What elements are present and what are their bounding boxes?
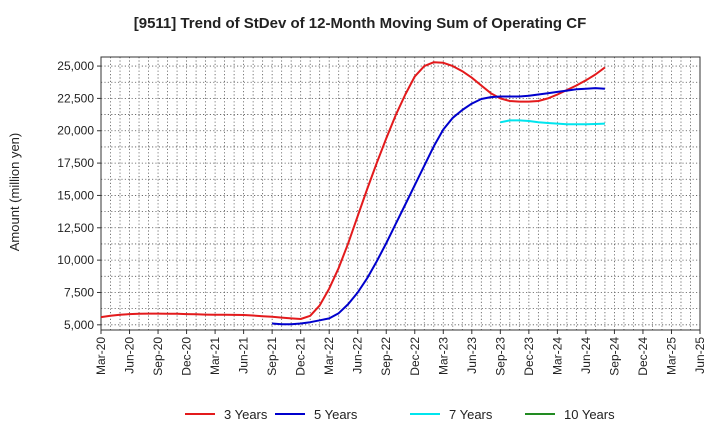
x-axis: Mar-20 Jun-20 Sep-20 Dec-20 Mar-21 Jun-21 Sep-… [94,330,707,376]
y-tick-label: 15,000 [57,188,94,202]
x-tick-label: Sep-23 [493,337,507,376]
y-tick-label: 20,000 [57,124,94,138]
legend-label: 5 Years [314,407,358,422]
legend-label: 7 Years [449,407,493,422]
x-tick-label: Sep-24 [607,337,621,376]
y-tick-label: 7,500 [64,285,94,299]
x-tick-label: Dec-24 [636,337,650,376]
x-tick-label: Sep-22 [379,337,393,376]
x-tick-label: Mar-20 [94,337,108,375]
x-tick-label: Mar-21 [208,337,222,375]
legend-label: 10 Years [564,407,615,422]
series-line-1 [100,61,606,320]
x-tick-label: Dec-23 [522,337,536,376]
y-tick-label: 17,500 [57,156,94,170]
y-axis: 5,000 7,500 10,000 12,500 15,000 17,500 20,000… [57,59,101,332]
x-tick-label: Jun-20 [123,337,137,374]
grid [101,57,700,330]
legend: 3 Years 5 Years 7 Years 10 Years [185,407,615,422]
x-tick-label: Jun-22 [351,337,365,374]
x-tick-label: Mar-25 [664,337,678,375]
y-tick-label: 5,000 [64,318,94,332]
y-tick-label: 22,500 [57,91,94,105]
x-tick-label: Jun-23 [465,337,479,374]
series-lines [100,61,606,326]
y-tick-label: 10,000 [57,253,94,267]
series-line-2 [272,87,605,326]
y-tick-label: 25,000 [57,59,94,73]
x-tick-label: Jun-24 [579,337,593,374]
x-tick-label: Jun-25 [693,337,707,374]
x-tick-label: Dec-22 [408,337,422,376]
x-tick-label: Sep-20 [151,337,165,376]
x-tick-label: Mar-22 [322,337,336,375]
y-axis-label: Amount (million yen) [7,133,22,252]
chart-title: [9511] Trend of StDev of 12-Month Moving… [134,15,587,32]
x-tick-label: Mar-24 [550,337,564,375]
legend-label: 3 Years [224,407,268,422]
y-tick-label: 12,500 [57,221,94,235]
plot-area [100,56,701,331]
x-tick-label: Dec-20 [180,337,194,376]
x-tick-label: Mar-23 [436,337,450,375]
x-tick-label: Jun-21 [237,337,251,374]
x-tick-label: Sep-21 [265,337,279,376]
series-line-3 [500,119,605,126]
x-tick-label: Dec-21 [294,337,308,376]
